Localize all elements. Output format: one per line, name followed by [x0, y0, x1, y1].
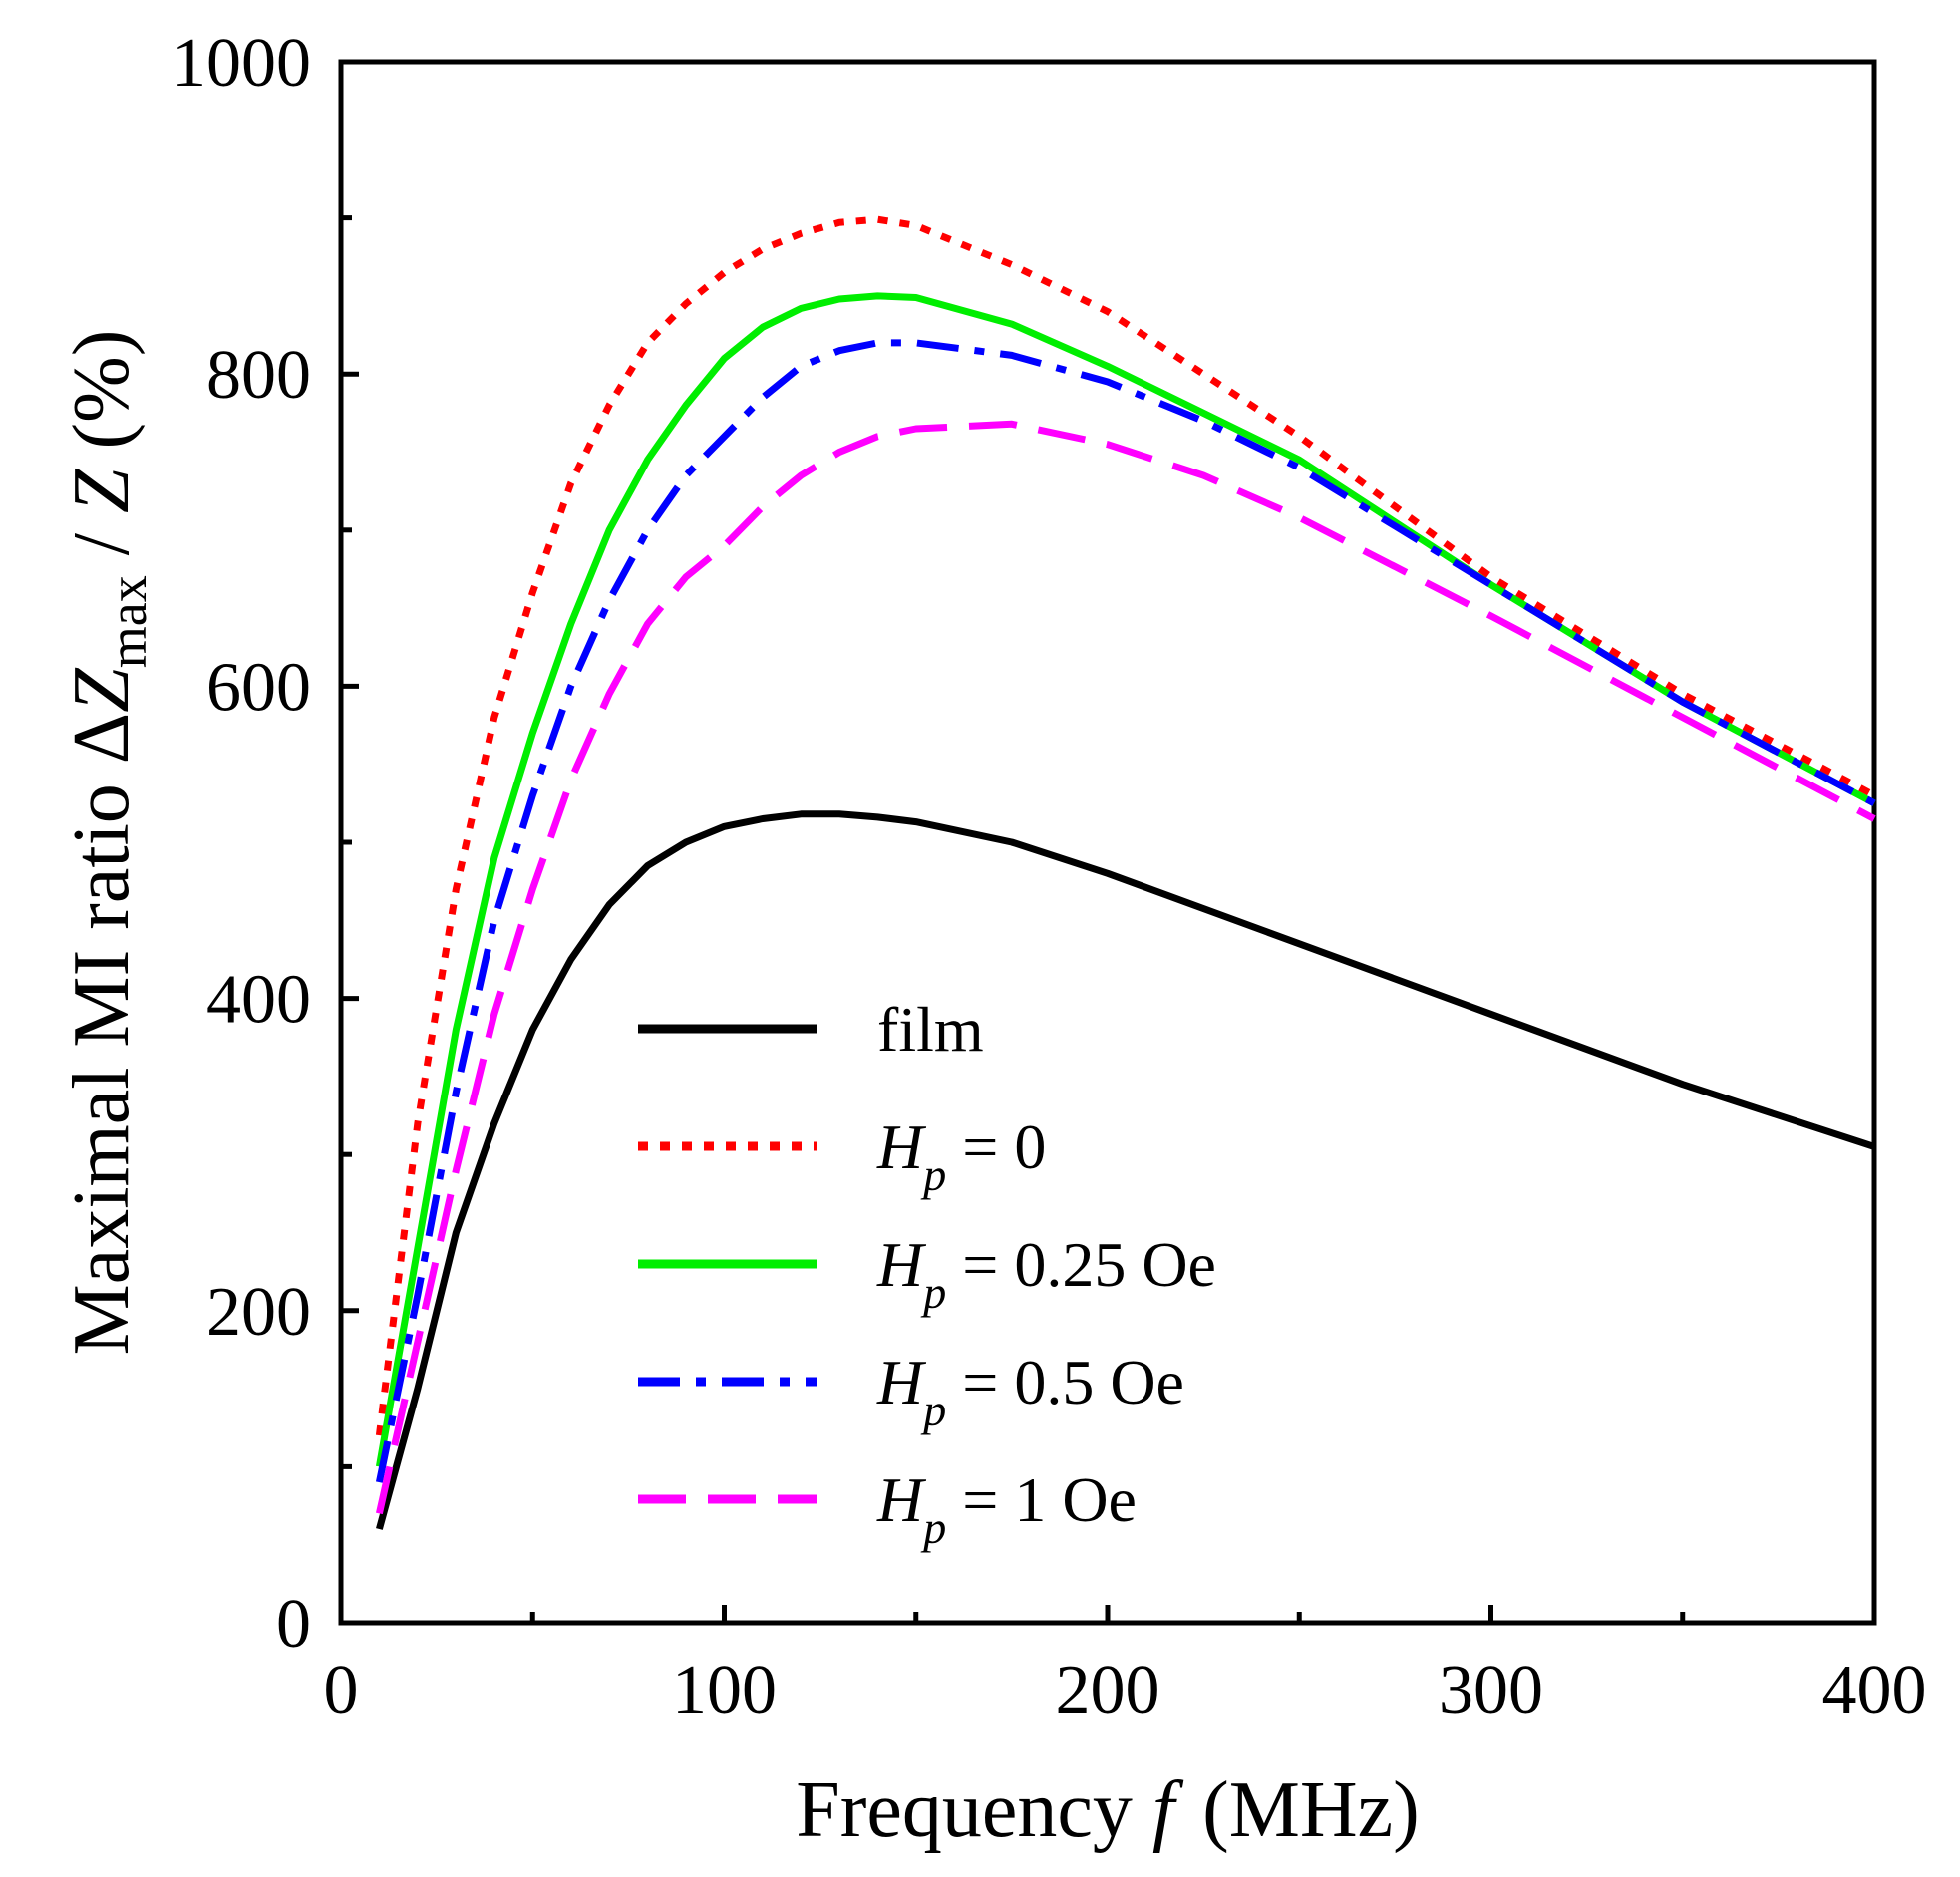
series-line — [375, 292, 1876, 1468]
x-axis-title: Frequency f (MHz) — [796, 1766, 1420, 1854]
x-tick-label: 300 — [1439, 1652, 1543, 1728]
x-axis-title-var: f — [1152, 1766, 1184, 1854]
x-axis-title-units: (MHz) — [1202, 1766, 1420, 1854]
x-tick-label: 100 — [672, 1652, 777, 1728]
y-tick-label: 1000 — [171, 25, 311, 102]
legend-label-sub: p — [920, 1502, 946, 1553]
legend-label-var: H — [876, 1347, 927, 1417]
y-tick-label: 200 — [206, 1274, 311, 1351]
legend-label: Hp = 0.25 Oe — [876, 1229, 1216, 1318]
legend-label-sub: p — [920, 1267, 946, 1318]
y-tick-label: 800 — [206, 337, 311, 414]
y-tick-label: 600 — [206, 649, 311, 726]
y-axis-title-mid: / — [58, 513, 146, 575]
legend-label-var: H — [876, 1464, 927, 1535]
series-line — [375, 215, 1876, 1436]
legend-label: Hp = 0.5 Oe — [876, 1347, 1184, 1435]
x-tick-label: 200 — [1056, 1652, 1160, 1728]
legend-label: Hp = 0 — [876, 1111, 1046, 1200]
legend-label-rest: = 0.5 Oe — [946, 1347, 1184, 1417]
legend-label-var: H — [876, 1229, 927, 1300]
y-axis-title-var1: Z — [58, 667, 146, 713]
axes: 0 100 200 300 400 0 200 400 600 800 1000 — [171, 25, 1927, 1728]
legend-label-rest: = 1 Oe — [946, 1464, 1137, 1535]
series-line — [375, 339, 1876, 1483]
y-axis-title-prefix: Maximal MI ratio Δ — [58, 713, 146, 1356]
x-tick-label: 400 — [1822, 1652, 1927, 1728]
series-line — [376, 810, 1876, 1530]
legend-label-sub: p — [920, 1385, 946, 1435]
y-tick-label: 400 — [206, 962, 311, 1039]
y-axis-title-var2: Z — [58, 468, 146, 513]
series-line — [375, 420, 1876, 1515]
y-axis-title-sub: max — [98, 575, 158, 668]
x-axis-title-main: Frequency — [796, 1766, 1152, 1854]
legend-label: Hp = 1 Oe — [876, 1464, 1137, 1553]
legend-label-var: H — [876, 1111, 927, 1182]
y-axis-title-units: (%) — [58, 330, 146, 469]
legend-label: film — [877, 994, 984, 1065]
legend-label-rest: = 0 — [946, 1111, 1046, 1182]
series-lines — [375, 215, 1876, 1530]
y-axis-title: Maximal MI ratio ΔZmax / Z (%) — [58, 330, 158, 1356]
legend-label-sub: p — [920, 1149, 946, 1200]
y-tick-label: 0 — [276, 1586, 311, 1663]
x-tick-label: 0 — [324, 1652, 359, 1728]
legend-label-rest: = 0.25 Oe — [946, 1229, 1216, 1300]
